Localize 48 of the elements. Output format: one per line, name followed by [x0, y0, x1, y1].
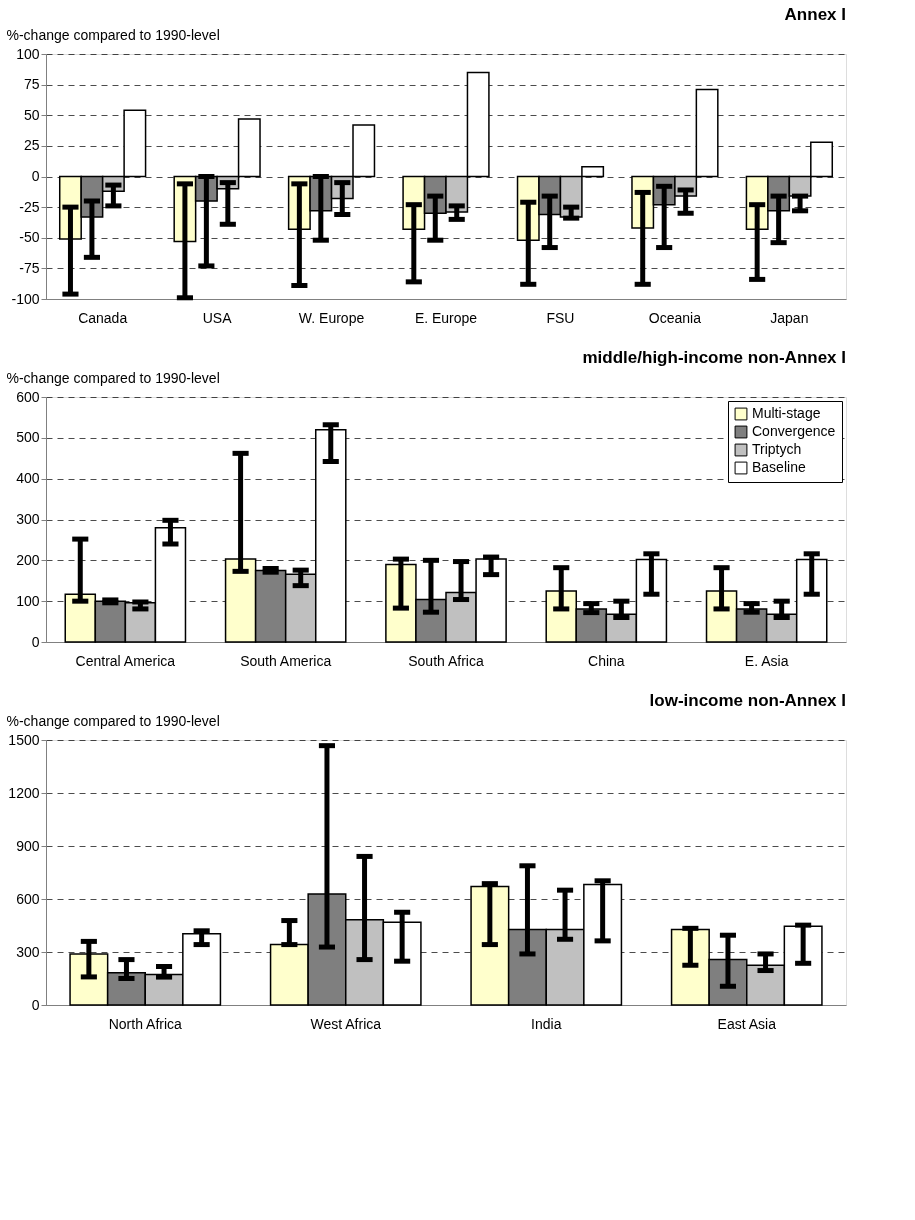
chart-title: middle/high-income non-Annex I	[582, 348, 846, 367]
y-tick-label: 0	[31, 633, 40, 650]
x-tick-label: USA	[202, 309, 233, 326]
x-tick-label: FSU	[546, 309, 575, 326]
x-tick-label: China	[588, 652, 625, 669]
y-tick-label: 200	[16, 551, 40, 568]
x-tick-label: Oceania	[648, 309, 702, 326]
y-axis-title: %-change compared to 1990-level	[6, 26, 220, 43]
y-tick-label: -25	[19, 198, 40, 215]
y-tick-label: 600	[16, 388, 40, 405]
y-tick-label: 300	[16, 943, 40, 960]
legend-label: Multi-stage	[752, 405, 821, 421]
x-tick-label: India	[531, 1015, 562, 1032]
y-tick-label: -75	[19, 259, 40, 276]
x-tick-label: North Africa	[108, 1015, 183, 1032]
x-tick-label: Japan	[770, 309, 809, 326]
legend-label: Convergence	[752, 423, 836, 439]
chart-title: Annex I	[784, 5, 846, 24]
y-tick-label: 500	[16, 429, 40, 446]
legend-label: Baseline	[752, 459, 806, 475]
x-tick-label: E. Europe	[414, 309, 478, 326]
legend-label: Triptych	[752, 441, 802, 457]
y-tick-label: 75	[23, 76, 40, 93]
y-axis-title: %-change compared to 1990-level	[6, 369, 220, 386]
y-tick-label: 300	[16, 511, 40, 527]
y-tick-label: 1200	[8, 784, 40, 801]
y-tick-label: -50	[19, 229, 40, 246]
y-tick-label: 600	[16, 890, 40, 907]
x-tick-label: Canada	[78, 309, 128, 326]
y-tick-label: -100	[11, 290, 40, 307]
y-tick-label: 0	[31, 168, 40, 184]
y-tick-label: 900	[16, 837, 40, 854]
chart-title: low-income non-Annex I	[649, 691, 846, 710]
y-tick-label: 50	[23, 106, 40, 123]
y-tick-label: 0	[31, 996, 40, 1013]
x-tick-label: W. Europe	[298, 309, 365, 326]
x-tick-label: E. Asia	[744, 652, 789, 669]
x-tick-label: East Asia	[717, 1015, 777, 1032]
x-tick-label: South Africa	[408, 652, 484, 669]
y-tick-label: 25	[23, 137, 40, 154]
x-tick-label: South America	[240, 652, 332, 669]
y-tick-label: 400	[16, 470, 40, 487]
y-tick-label: 100	[16, 45, 40, 62]
y-axis-title: %-change compared to 1990-level	[6, 712, 220, 729]
y-tick-label: 1500	[8, 731, 40, 748]
y-tick-label: 100	[16, 592, 40, 609]
x-tick-label: West Africa	[310, 1015, 382, 1032]
x-tick-label: Central America	[75, 652, 176, 669]
